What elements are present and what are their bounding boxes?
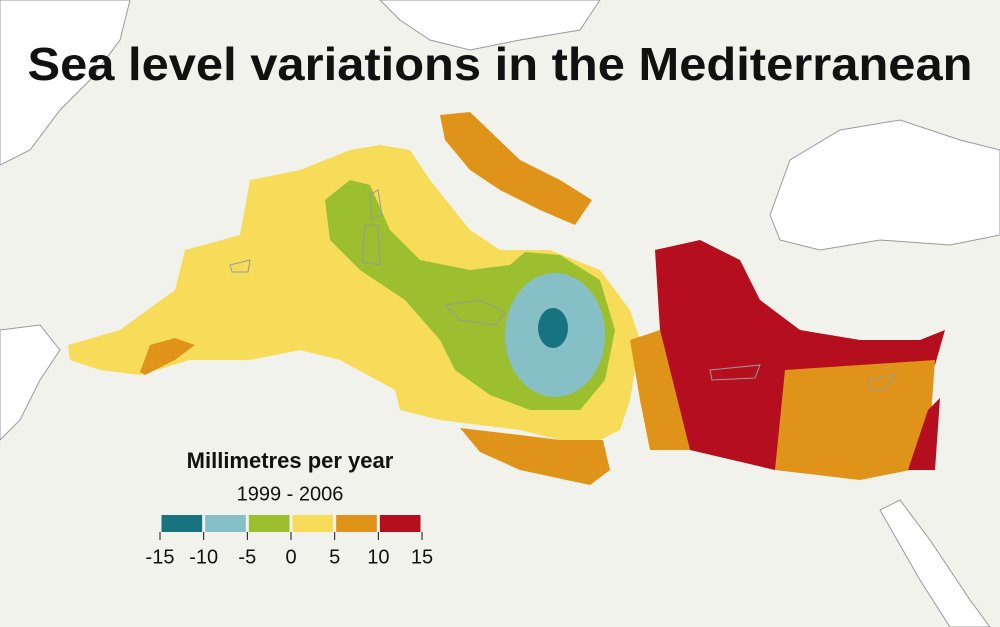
legend-tick-label: 10 <box>367 546 389 568</box>
legend-title: Millimetres per year <box>187 448 394 473</box>
legend-tick-label: 15 <box>411 546 433 568</box>
legend-tick-label: -10 <box>189 546 218 568</box>
title: Sea level variations in the Mediterranea… <box>28 38 973 90</box>
zone-minus15-minus10 <box>538 308 568 348</box>
island <box>229 189 897 391</box>
legend: -15 -10 -5 0 5 10 15 <box>146 515 433 568</box>
legend-swatch <box>205 515 246 532</box>
zone-10-15-coast <box>908 398 940 470</box>
atlantic-south <box>0 324 61 441</box>
legend-swatch <box>292 515 334 532</box>
black-sea <box>769 119 1000 251</box>
legend-swatch <box>248 515 290 532</box>
atlantic <box>0 0 131 166</box>
zone-5-10-libya <box>460 428 610 485</box>
zone-5-10-levant <box>775 360 935 480</box>
red-sea <box>879 499 991 627</box>
legend-tick-label: -15 <box>146 546 175 568</box>
zone-5-10-adriatic <box>440 112 592 225</box>
legend-tick-label: 5 <box>329 546 340 568</box>
zone-10-15-aegean <box>655 240 945 470</box>
legend-period: 1999 - 2006 <box>237 483 344 505</box>
zone-5-10-ionian <box>630 330 690 450</box>
legend-tick-label: -5 <box>238 546 256 568</box>
legend-swatch <box>336 515 377 532</box>
legend-tick-label: 0 <box>285 546 296 568</box>
legend-swatch <box>379 515 421 532</box>
north-sea <box>379 0 601 51</box>
legend-swatch <box>161 515 203 532</box>
zone-5-10-west <box>140 338 195 375</box>
